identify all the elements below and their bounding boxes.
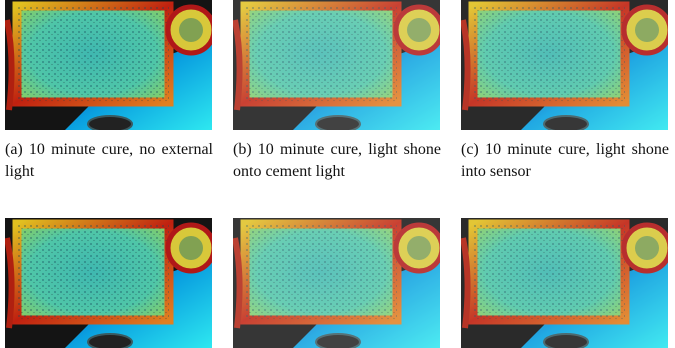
caption-label: (c): [461, 141, 479, 158]
caption-text: 10 minute cure, light shone into sensor: [461, 141, 669, 180]
photo-e: [233, 218, 440, 348]
caption-label: (a): [5, 141, 23, 158]
photo-f: [461, 218, 668, 348]
caption-label: (b): [233, 141, 252, 158]
caption: (a) 10 minute cure, no external light: [5, 139, 213, 183]
photo-b: [233, 0, 440, 130]
photo-d: [5, 218, 212, 348]
caption: (c) 10 minute cure, light shone into sen…: [461, 139, 669, 183]
caption: (b) 10 minute cure, light shone onto cem…: [233, 139, 441, 183]
page: (a) 10 minute cure, no external light (b…: [0, 0, 675, 348]
caption-text: 10 minute cure, light shone onto cement …: [233, 141, 441, 180]
photo-a: [5, 0, 212, 130]
caption-text: 10 minute cure, no external light: [5, 141, 213, 180]
photo-c: [461, 0, 668, 130]
